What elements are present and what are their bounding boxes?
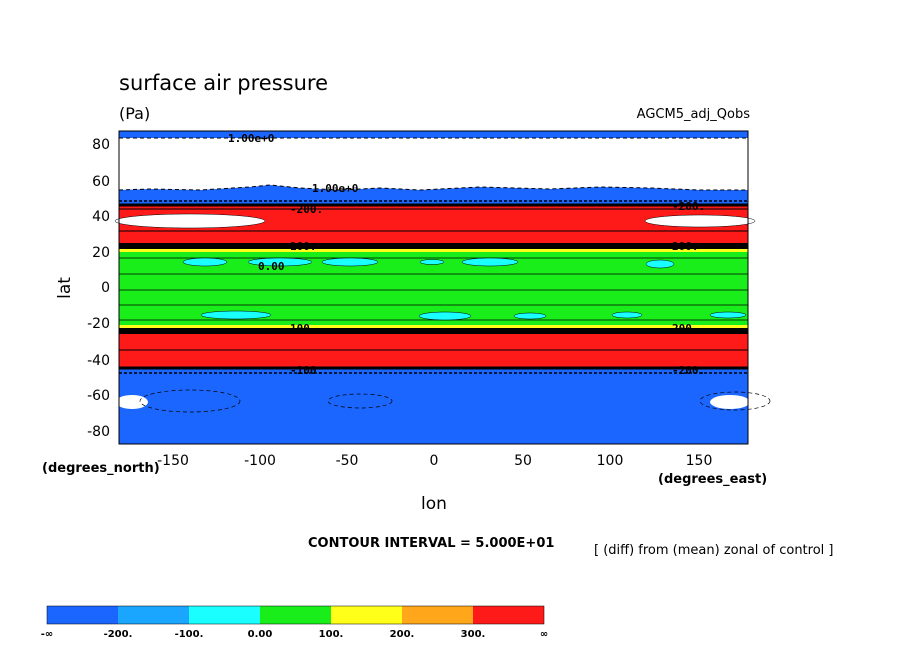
dashed-contour-south-1 — [139, 389, 241, 413]
y-tick-label: 20 — [92, 245, 110, 261]
cyan-cell-7 — [200, 310, 272, 320]
y-units-label: (degrees_north) — [42, 461, 160, 476]
colorbar-frame — [46, 605, 545, 625]
y-tick-label: 0 — [101, 280, 110, 296]
contour-label-6: 200. — [672, 240, 699, 253]
cyan-cell-4 — [419, 259, 445, 265]
cyan-cell-3 — [321, 257, 379, 267]
contour-labels: 1.00e+0 1.00e+0 -200. -200. 100. 200. 0.… — [228, 132, 705, 377]
x-tick-label: -150 — [157, 453, 189, 469]
colorbar-label: ∞ — [540, 629, 548, 640]
contour-label-10: -100. — [290, 364, 323, 377]
colorbar-label: 100. — [319, 629, 344, 640]
colorbar-label: 200. — [390, 629, 415, 640]
colorbar-swatch — [189, 606, 260, 624]
plot-area — [114, 130, 771, 445]
band-nh-yellow — [119, 249, 748, 252]
x-axis: -150 -100 -50 0 50 100 150 lon (degrees_… — [157, 453, 767, 514]
contour-interval-text: CONTOUR INTERVAL = 5.000E+01 — [308, 536, 554, 551]
colorbar-label: -∞ — [41, 629, 53, 640]
diff-note: [ (diff) from (mean) zonal of control ] — [594, 543, 833, 558]
contour-label-8: 100. — [290, 322, 317, 335]
colorbar-label: -100. — [175, 629, 204, 640]
band-nh-transition — [119, 243, 748, 249]
band-north-polar-white — [119, 138, 748, 190]
colorbar-swatch — [402, 606, 473, 624]
x-tick-label: 0 — [430, 453, 439, 469]
y-axis-label: lat — [55, 277, 75, 299]
white-cell-south-west — [116, 395, 148, 409]
colorbar-label: -200. — [104, 629, 133, 640]
x-units-label: (degrees_east) — [658, 472, 767, 487]
cyan-cell-1 — [182, 257, 228, 267]
white-cell-west — [114, 213, 266, 229]
x-tick-label: 50 — [514, 453, 532, 469]
colorbar-swatch — [47, 606, 118, 624]
x-tick-label: 100 — [597, 453, 624, 469]
cyan-cell-11 — [709, 311, 747, 319]
units-label: (Pa) — [119, 104, 150, 123]
contour-label-4: -200. — [672, 200, 705, 213]
y-tick-label: -40 — [87, 353, 110, 369]
cyan-cell-5 — [461, 257, 519, 267]
y-tick-label: 80 — [92, 137, 110, 153]
contour-label-11: -200. — [672, 364, 705, 377]
cyan-cell-8 — [418, 311, 472, 321]
colorbar-label: 300. — [461, 629, 486, 640]
y-axis: 80 60 40 20 0 -20 -40 -60 -80 lat (degre… — [42, 137, 160, 476]
band-south-red — [119, 334, 748, 368]
dashed-contour-south-2 — [327, 393, 393, 409]
colorbar-swatch — [473, 606, 544, 624]
colorbar-swatch — [118, 606, 189, 624]
y-tick-label: -60 — [87, 388, 110, 404]
colorbar-swatch — [331, 606, 402, 624]
x-axis-label: lon — [421, 494, 447, 514]
chart-title: surface air pressure — [119, 71, 328, 95]
contour-label-3: -200. — [290, 203, 323, 216]
colorbar-label: 0.00 — [248, 629, 273, 640]
x-tick-label: 150 — [686, 453, 713, 469]
y-tick-label: -80 — [87, 424, 110, 440]
contour-label-1: 1.00e+0 — [228, 132, 274, 145]
band-sh-yellow — [119, 325, 748, 328]
y-tick-label: 60 — [92, 174, 110, 190]
contour-label-7: 0.00 — [258, 260, 285, 273]
cyan-cell-9 — [513, 312, 547, 320]
white-cell-south-east — [710, 395, 750, 409]
x-tick-label: -50 — [336, 453, 359, 469]
contour-label-5: 100. — [290, 240, 317, 253]
white-cell-east — [644, 214, 756, 228]
cyan-cell-6 — [645, 259, 675, 269]
plot-frame — [118, 130, 749, 445]
experiment-label: AGCM5_adj_Qobs — [637, 107, 751, 122]
colorbar: -∞ -200. -100. 0.00 100. 200. 300. ∞ — [41, 605, 548, 640]
contour-label-9: 200. — [672, 322, 699, 335]
dashed-contour-south-3 — [699, 391, 771, 411]
contour-label-2: 1.00e+0 — [312, 182, 358, 195]
x-tick-label: -100 — [244, 453, 276, 469]
contour-line-north-bottom — [118, 184, 748, 191]
colorbar-swatch — [260, 606, 331, 624]
y-tick-label: 40 — [92, 209, 110, 225]
cyan-cell-10 — [611, 311, 643, 319]
cyan-cell-2 — [247, 257, 313, 267]
y-tick-label: -20 — [87, 316, 110, 332]
band-sh-transition — [119, 328, 748, 334]
